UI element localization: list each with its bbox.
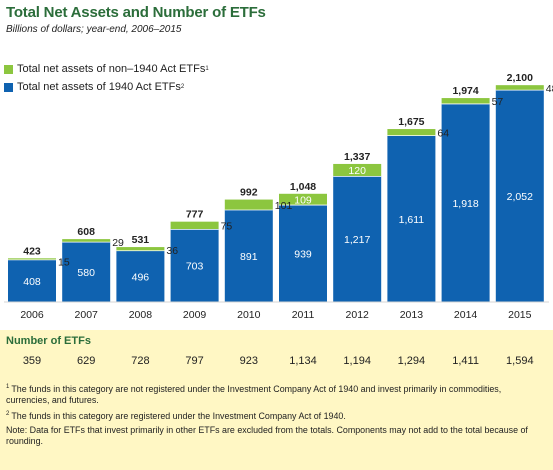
bar-1940-2015: [495, 90, 544, 302]
label-total-2007: 608: [77, 226, 95, 238]
label-total-2006: 423: [23, 245, 41, 257]
label-total-2008: 531: [132, 234, 150, 246]
label-non1940-2013: 64: [437, 127, 449, 139]
bar-non1940-2008: [116, 247, 165, 251]
legend-sup-2: 2: [180, 84, 185, 90]
etf-count-2013: 1,294: [397, 355, 426, 367]
bar-1940-2013: [387, 135, 436, 302]
etf-count-2007: 629: [77, 355, 96, 367]
label-total-2015: 2,100: [507, 72, 533, 84]
stacked-bar-chart: 408 15 423 580 29 608 496 36 531 703 75 777 891 101 99…: [4, 72, 553, 321]
footnote-2-text: The funds in this category are registere…: [11, 410, 346, 421]
etf-count-2010: 923: [239, 355, 258, 367]
label-non1940-2014: 57: [492, 96, 504, 108]
footnote-1: 1 The funds in this category are not regi…: [6, 382, 547, 406]
footnote-2-sup: 2: [6, 410, 10, 417]
etf-count-section: Number of ETFs 359 629 728 797 923 1,134 1,194…: [0, 330, 553, 376]
bars-layer: [8, 85, 544, 302]
etf-count-2009: 797: [185, 355, 204, 367]
label-total-2013: 1,675: [398, 116, 424, 128]
footnote-2: 2 The funds in this category are register…: [6, 409, 547, 422]
bar-non1940-2010: [224, 199, 273, 210]
label-1940-2009: 703: [186, 261, 204, 273]
label-total-2009: 777: [186, 209, 204, 221]
legend-label-1940: Total net assets of 1940 Act ETFs: [17, 81, 181, 93]
chart-header: Total Net Assets and Number of ETFs Bill…: [0, 0, 553, 44]
label-total-2012: 1,337: [344, 151, 370, 163]
bar-non1940-2011: [279, 193, 327, 206]
x-tick-2013: 2013: [400, 309, 424, 321]
footnote-1-text: The funds in this category are not regis…: [6, 383, 502, 405]
bar-1940-2012: [333, 176, 382, 302]
bar-non1940-2013: [387, 129, 436, 136]
footnote-1-sup: 1: [6, 384, 10, 390]
label-total-2010: 992: [240, 187, 258, 199]
bar-1940-2007: [62, 242, 111, 302]
bar-1940-2006: [8, 259, 56, 302]
label-non1940-2007: 29: [112, 237, 124, 249]
x-tick-2009: 2009: [183, 309, 207, 321]
label-1940-2015: 2,052: [507, 191, 533, 203]
label-non1940-2011: 109: [294, 194, 312, 206]
footnotes: 1 The funds in this category are not regi…: [0, 376, 553, 470]
etf-count-2011: 1,134: [289, 355, 317, 367]
etf-count-title: Number of ETFs: [6, 335, 91, 347]
legend: Total net assets of non–1940 Act ETFs 1 T…: [4, 60, 264, 96]
label-1940-2013: 1,611: [399, 214, 425, 226]
label-non1940-2010: 101: [275, 200, 293, 212]
bar-1940-2009: [170, 229, 219, 302]
etf-count-2014: 1,411: [452, 355, 479, 367]
label-1940-2007: 580: [77, 267, 95, 279]
bar-non1940-2015: [495, 85, 544, 91]
label-total-2014: 1,974: [452, 85, 478, 97]
etf-count-2012: 1,194: [343, 355, 371, 367]
x-tick-2008: 2008: [129, 309, 153, 321]
bar-1940-2011: [279, 205, 327, 302]
x-tick-2006: 2006: [20, 309, 44, 321]
label-non1940-2009: 75: [221, 221, 233, 233]
footnote-note: Note: Data for ETFs that invest primaril…: [6, 425, 547, 447]
bar-1940-2008: [116, 250, 165, 302]
etf-count-2015: 1,594: [506, 355, 534, 367]
legend-label-non1940: Total net assets of non–1940 Act ETFs: [17, 63, 206, 75]
label-non1940-2015: 48: [546, 83, 553, 95]
legend-swatch-green: [4, 64, 13, 74]
etf-count-2008: 728: [131, 355, 150, 367]
legend-item-non1940: Total net assets of non–1940 Act ETFs 1: [4, 60, 264, 78]
footnote-note-text: Note: Data for ETFs that invest primaril…: [6, 424, 528, 446]
legend-swatch-blue: [4, 82, 13, 92]
etf-count-2006: 359: [22, 355, 42, 367]
bar-non1940-2012: [333, 163, 382, 177]
chart-title: Total Net Assets and Number of ETFs: [6, 4, 266, 21]
label-1940-2006: 408: [23, 276, 41, 288]
bar-non1940-2006: [8, 258, 56, 260]
label-1940-2012: 1,217: [344, 234, 370, 246]
chart-subtitle: Billions of dollars; year-end, 2006–2015: [6, 24, 182, 35]
x-axis: 2006 2007 2008 2009 2010 2011 2012 2013 2014 2015: [4, 301, 549, 321]
x-tick-2007: 2007: [75, 309, 99, 321]
x-tick-2014: 2014: [454, 309, 478, 321]
label-non1940-2012: 120: [348, 165, 366, 177]
label-non1940-2006: 15: [58, 256, 70, 268]
label-1940-2014: 1,918: [452, 198, 478, 210]
bar-non1940-2009: [170, 221, 219, 230]
x-tick-2010: 2010: [237, 309, 261, 321]
x-tick-2011: 2011: [292, 309, 315, 321]
bar-non1940-2007: [62, 239, 111, 243]
label-1940-2010: 891: [240, 251, 258, 263]
x-tick-2015: 2015: [508, 309, 532, 321]
bar-non1940-2014: [441, 98, 490, 104]
label-non1940-2008: 36: [166, 245, 178, 257]
labels-layer: 408 15 423 580 29 608 496 36 531 703 75 777 891 101 99…: [23, 72, 553, 288]
label-total-2011: 1,048: [290, 181, 316, 193]
label-1940-2011: 939: [294, 249, 312, 261]
label-1940-2008: 496: [132, 271, 150, 283]
legend-sup-1: 1: [205, 66, 209, 72]
x-tick-2012: 2012: [346, 309, 370, 321]
bar-1940-2010: [224, 209, 273, 302]
bar-1940-2014: [441, 103, 490, 302]
legend-item-1940: Total net assets of 1940 Act ETFs 2: [4, 78, 264, 96]
